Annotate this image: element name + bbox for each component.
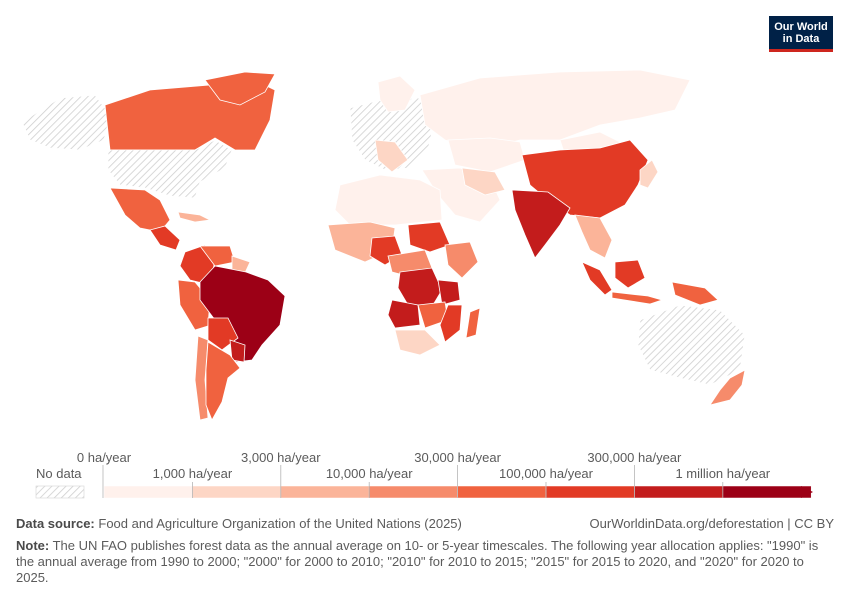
legend-arrow xyxy=(801,486,813,498)
source-row: Data source: Food and Agriculture Organi… xyxy=(16,516,834,532)
central-america-region[interactable] xyxy=(149,225,181,251)
legend-bin-1[interactable] xyxy=(192,485,282,499)
source-line: Data source: Food and Agriculture Organi… xyxy=(16,516,462,532)
legend-lower-label-0: 1,000 ha/year xyxy=(153,466,233,481)
greenland-region[interactable] xyxy=(204,71,276,106)
legend-bin-4[interactable] xyxy=(457,485,547,499)
usa-region[interactable] xyxy=(107,139,233,199)
legend-lower-label-1: 10,000 ha/year xyxy=(326,466,413,481)
legend-labels: 0 ha/year 1,000 ha/year 3,000 ha/year 10,00… xyxy=(77,450,771,481)
legend-bin-7[interactable] xyxy=(722,485,812,499)
madagascar-region[interactable] xyxy=(465,307,481,339)
southern-europe-region[interactable] xyxy=(374,139,409,173)
indonesia-east-region[interactable] xyxy=(611,291,664,305)
logo-line-1: Our World xyxy=(774,21,828,33)
logo-line-2: in Data xyxy=(782,33,820,45)
legend-upper-label-1: 3,000 ha/year xyxy=(241,450,321,465)
legend-lower-label-3: 1 million ha/year xyxy=(675,466,770,481)
southern-africa-region[interactable] xyxy=(394,329,441,356)
alaska-region[interactable] xyxy=(21,94,111,151)
legend-bin-3[interactable] xyxy=(368,485,458,499)
legend-bins xyxy=(103,485,812,499)
southeast-asia-region[interactable] xyxy=(574,214,613,259)
source-url-link[interactable]: OurWorldinData.org/deforestation | CC BY xyxy=(589,516,834,531)
horn-of-africa-region[interactable] xyxy=(444,241,479,279)
owid-logo[interactable]: Our World in Data xyxy=(769,16,833,52)
source-text: Food and Agriculture Organization of the… xyxy=(98,516,462,531)
source-label: Data source: xyxy=(16,516,95,531)
tanzania-region[interactable] xyxy=(437,279,461,306)
borneo-region[interactable] xyxy=(614,259,646,289)
legend-upper-label-3: 300,000 ha/year xyxy=(587,450,682,465)
legend-no-data-swatch xyxy=(35,485,85,499)
legend-bin-0[interactable] xyxy=(103,485,193,499)
world-map xyxy=(21,69,746,421)
legend-ticks xyxy=(191,465,724,498)
legend-bin-2[interactable] xyxy=(280,485,370,499)
sumatra-region[interactable] xyxy=(581,261,613,296)
note: Note: The UN FAO publishes forest data a… xyxy=(16,538,834,586)
north-africa-region[interactable] xyxy=(334,174,443,226)
cuba-region[interactable] xyxy=(177,211,212,223)
legend-upper-label-2: 30,000 ha/year xyxy=(414,450,501,465)
legend-no-data-label: No data xyxy=(36,466,82,481)
new-guinea-region[interactable] xyxy=(671,281,719,306)
note-label: Note: xyxy=(16,538,50,553)
argentina-region[interactable] xyxy=(205,341,241,421)
legend-lower-label-2: 100,000 ha/year xyxy=(499,466,594,481)
iran-region[interactable] xyxy=(461,167,506,196)
scandinavia-region[interactable] xyxy=(377,75,416,113)
australia-region[interactable] xyxy=(637,304,746,386)
legend-bin-5[interactable] xyxy=(545,485,635,499)
new-zealand-region[interactable] xyxy=(709,369,746,406)
chile-region[interactable] xyxy=(194,335,209,421)
japan-region[interactable] xyxy=(639,159,659,189)
footer: Data source: Food and Agriculture Organi… xyxy=(16,516,834,586)
angola-region[interactable] xyxy=(387,299,421,329)
india-region[interactable] xyxy=(511,189,571,259)
mozambique-region[interactable] xyxy=(439,304,463,343)
paraguay-region[interactable] xyxy=(229,339,246,363)
sudan-region[interactable] xyxy=(407,221,451,253)
note-text: The UN FAO publishes forest data as the … xyxy=(16,538,819,585)
legend-upper-label-0: 0 ha/year xyxy=(77,450,132,465)
legend-bin-6[interactable] xyxy=(634,485,724,499)
